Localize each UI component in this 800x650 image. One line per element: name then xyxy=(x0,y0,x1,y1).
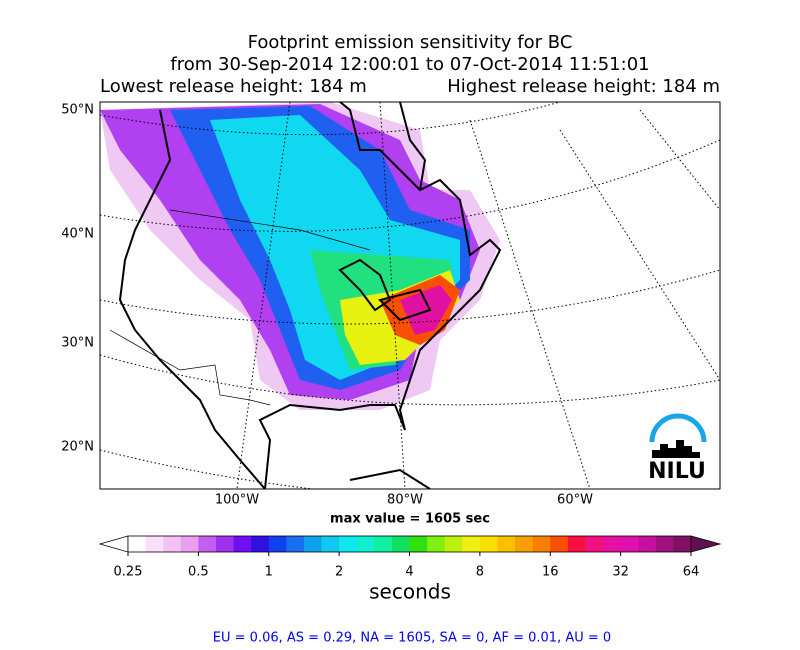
colorbar-cell xyxy=(339,536,358,552)
colorbar-cell xyxy=(655,536,674,552)
colorbar-cell xyxy=(163,536,182,552)
colorbar-cell xyxy=(673,536,692,552)
colorbar: 0.25 0.5 1 2 4 8 16 32 64 xyxy=(98,535,722,580)
colorbar-cell xyxy=(180,536,199,552)
colorbar-cell xyxy=(567,536,586,552)
colorbar-cell xyxy=(532,536,551,552)
max-value: max value = 1605 sec xyxy=(330,512,490,527)
colorbar-cell xyxy=(233,536,252,552)
colorbar-cell xyxy=(198,536,217,552)
lat-label: 40°N xyxy=(61,227,94,242)
colorbar-over xyxy=(690,535,722,553)
colorbar-cell xyxy=(391,536,410,552)
colorbar-cell xyxy=(409,536,428,552)
colorbar-label: seconds xyxy=(369,580,451,604)
colorbar-cell xyxy=(550,536,569,552)
colorbar-tick-label: 2 xyxy=(335,565,343,580)
release-low: Lowest release height: 184 m xyxy=(100,76,367,97)
colorbar-cell xyxy=(128,536,147,552)
colorbar-cell xyxy=(356,536,375,552)
colorbar-tick-label: 0.25 xyxy=(114,565,143,580)
colorbar-under xyxy=(98,535,129,553)
lon-label: 80°W xyxy=(387,493,423,508)
lon-label: 60°W xyxy=(557,493,593,508)
colorbar-tick-label: 4 xyxy=(405,565,413,580)
map: NILU xyxy=(99,101,721,490)
footer: EU = 0.06, AS = 0.29, NA = 1605, SA = 0,… xyxy=(213,631,611,646)
colorbar-cell xyxy=(497,536,516,552)
colorbar-tick-label: 16 xyxy=(542,565,559,580)
colorbar-tick-label: 32 xyxy=(612,565,629,580)
colorbar-cell xyxy=(268,536,287,552)
colorbar-cell xyxy=(603,536,622,552)
colorbar-cell xyxy=(374,536,393,552)
logo-text: NILU xyxy=(648,459,706,484)
colorbar-tick-label: 64 xyxy=(683,565,700,580)
title-line: from 30-Sep-2014 12:00:01 to 07-Oct-2014… xyxy=(170,54,649,75)
plume xyxy=(400,285,452,335)
colorbar-cell xyxy=(620,536,639,552)
colorbar-cell xyxy=(479,536,498,552)
colorbar-cell xyxy=(251,536,270,552)
colorbar-tick-label: 8 xyxy=(476,565,484,580)
colorbar-cell xyxy=(286,536,305,552)
colorbar-tick-label: 0.5 xyxy=(188,565,209,580)
lat-label: 30°N xyxy=(61,336,94,351)
colorbar-cell xyxy=(215,536,235,552)
colorbar-cell xyxy=(444,536,463,552)
colorbar-cell xyxy=(638,536,657,552)
colorbar-cell xyxy=(515,536,534,552)
colorbar-cell xyxy=(462,536,481,552)
lon-label: 100°W xyxy=(215,493,259,508)
lat-label: 20°N xyxy=(61,440,94,455)
release-high: Highest release height: 184 m xyxy=(447,76,720,97)
colorbar-cell xyxy=(303,536,323,552)
colorbar-cell xyxy=(145,536,164,552)
colorbar-tick-label: 1 xyxy=(265,565,273,580)
lat-label: 50°N xyxy=(61,103,94,118)
title-line: Footprint emission sensitivity for BC xyxy=(248,32,573,53)
colorbar-cell xyxy=(585,536,604,552)
colorbar-cell xyxy=(427,536,446,552)
colorbar-cell xyxy=(321,536,340,552)
